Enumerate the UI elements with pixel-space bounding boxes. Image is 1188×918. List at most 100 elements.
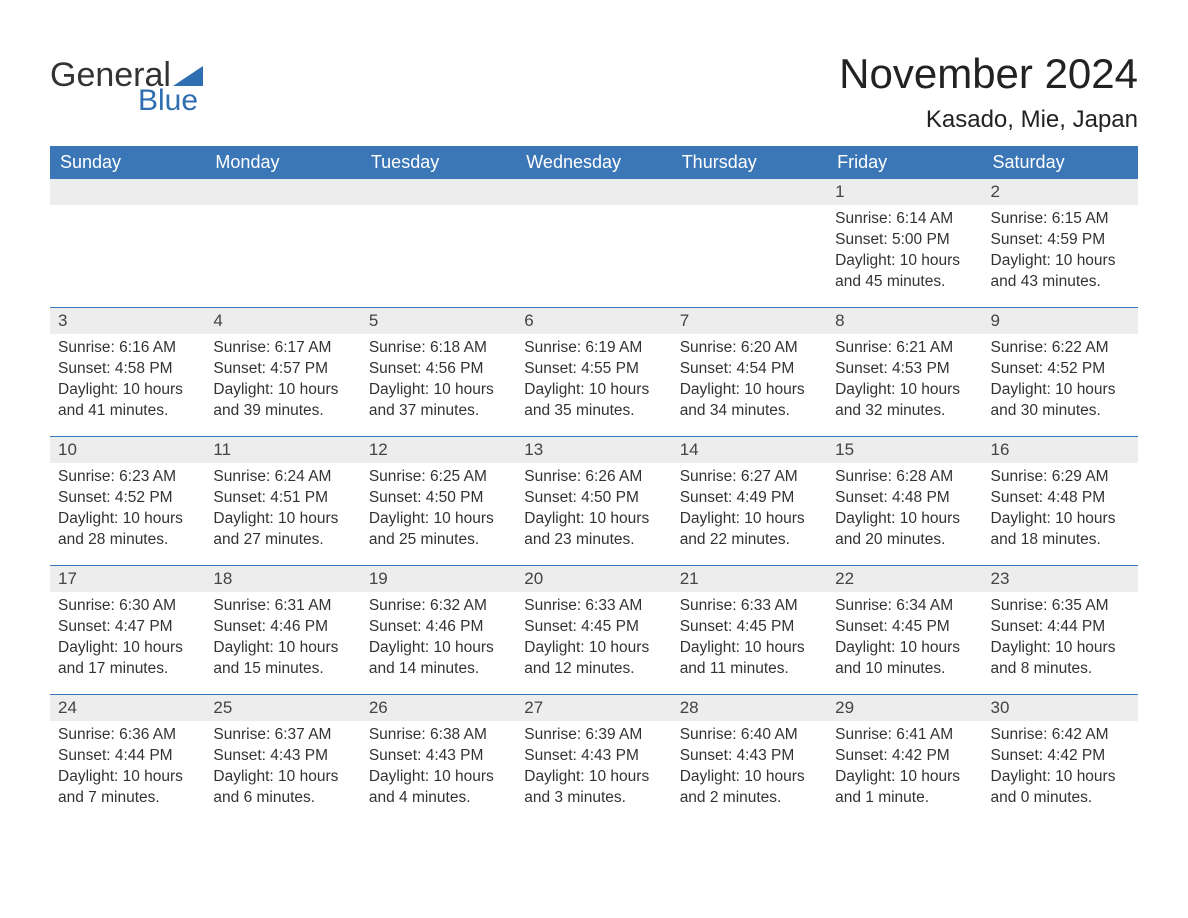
sunset-text: Sunset: 4:46 PM (369, 617, 508, 638)
daylight2-text: and 3 minutes. (524, 788, 663, 809)
sunset-text: Sunset: 4:50 PM (369, 488, 508, 509)
daylight2-text: and 1 minute. (835, 788, 974, 809)
day-number: 17 (50, 566, 205, 592)
sunset-text: Sunset: 4:44 PM (58, 746, 197, 767)
daylight2-text: and 8 minutes. (991, 659, 1130, 680)
daylight2-text: and 32 minutes. (835, 401, 974, 422)
day-number: 26 (361, 695, 516, 721)
calendar-cell: 29Sunrise: 6:41 AMSunset: 4:42 PMDayligh… (827, 695, 982, 823)
sunset-text: Sunset: 4:57 PM (213, 359, 352, 380)
daylight1-text: Daylight: 10 hours (213, 638, 352, 659)
daylight1-text: Daylight: 10 hours (680, 767, 819, 788)
daylight2-text: and 28 minutes. (58, 530, 197, 551)
logo: General Blue (50, 50, 203, 118)
daylight1-text: Daylight: 10 hours (369, 638, 508, 659)
daylight1-text: Daylight: 10 hours (991, 251, 1130, 272)
cell-body: Sunrise: 6:40 AMSunset: 4:43 PMDaylight:… (672, 721, 827, 817)
daylight2-text: and 22 minutes. (680, 530, 819, 551)
sunrise-text: Sunrise: 6:29 AM (991, 467, 1130, 488)
cell-body: Sunrise: 6:32 AMSunset: 4:46 PMDaylight:… (361, 592, 516, 688)
day-number: 9 (983, 308, 1138, 334)
calendar-cell: 22Sunrise: 6:34 AMSunset: 4:45 PMDayligh… (827, 566, 982, 694)
sunset-text: Sunset: 4:45 PM (524, 617, 663, 638)
sunset-text: Sunset: 4:43 PM (369, 746, 508, 767)
daylight2-text: and 14 minutes. (369, 659, 508, 680)
day-number: 10 (50, 437, 205, 463)
calendar-cell: 21Sunrise: 6:33 AMSunset: 4:45 PMDayligh… (672, 566, 827, 694)
calendar-cell: 27 Sunrise: 6:39 AMSunset: 4:43 PMDayligh… (516, 695, 671, 823)
sunrise-text: Sunrise: 6:19 AM (524, 338, 663, 359)
sunset-text: Sunset: 4:48 PM (991, 488, 1130, 509)
daylight2-text: and 41 minutes. (58, 401, 197, 422)
month-title: November 2024 (839, 50, 1138, 98)
daylight1-text: Daylight: 10 hours (680, 509, 819, 530)
day-number: 4 (205, 308, 360, 334)
day-number: 29 (827, 695, 982, 721)
sunset-text: Sunset: 4:42 PM (991, 746, 1130, 767)
cell-body: Sunrise: 6:36 AMSunset: 4:44 PMDaylight:… (50, 721, 205, 817)
sunrise-text: Sunrise: 6:39 AM (524, 725, 663, 746)
sunrise-text: Sunrise: 6:17 AM (213, 338, 352, 359)
daylight1-text: Daylight: 10 hours (213, 380, 352, 401)
location: Kasado, Mie, Japan (839, 106, 1138, 134)
calendar-cell-empty (516, 179, 671, 307)
sunset-text: Sunset: 4:53 PM (835, 359, 974, 380)
sunset-text: Sunset: 4:46 PM (213, 617, 352, 638)
daylight2-text: and 20 minutes. (835, 530, 974, 551)
sunset-text: Sunset: 4:52 PM (58, 488, 197, 509)
day-number (516, 179, 671, 205)
daylight2-text: and 34 minutes. (680, 401, 819, 422)
calendar-cell: 19Sunrise: 6:32 AMSunset: 4:46 PMDayligh… (361, 566, 516, 694)
daylight2-text: and 7 minutes. (58, 788, 197, 809)
title-block: November 2024 Kasado, Mie, Japan (839, 50, 1138, 134)
day-number (50, 179, 205, 205)
daylight2-text: and 27 minutes. (213, 530, 352, 551)
sunset-text: Sunset: 4:43 PM (524, 746, 663, 767)
cell-body: Sunrise: 6:33 AMSunset: 4:45 PMDaylight:… (516, 592, 671, 688)
day-number: 27 (516, 695, 671, 721)
day-number: 8 (827, 308, 982, 334)
cell-body: Sunrise: 6:19 AMSunset: 4:55 PMDaylight:… (516, 334, 671, 430)
daylight1-text: Daylight: 10 hours (58, 509, 197, 530)
sunset-text: Sunset: 4:55 PM (524, 359, 663, 380)
day-number: 2 (983, 179, 1138, 205)
sunset-text: Sunset: 4:42 PM (835, 746, 974, 767)
cell-body: Sunrise: 6:35 AMSunset: 4:44 PMDaylight:… (983, 592, 1138, 688)
daylight2-text: and 23 minutes. (524, 530, 663, 551)
daylight1-text: Daylight: 10 hours (369, 509, 508, 530)
sunrise-text: Sunrise: 6:36 AM (58, 725, 197, 746)
logo-text-blue: Blue (138, 84, 198, 118)
cell-body: Sunrise: 6:30 AMSunset: 4:47 PMDaylight:… (50, 592, 205, 688)
sunrise-text: Sunrise: 6:22 AM (991, 338, 1130, 359)
sunrise-text: Sunrise: 6:31 AM (213, 596, 352, 617)
daylight1-text: Daylight: 10 hours (213, 767, 352, 788)
cell-body: Sunrise: 6:29 AMSunset: 4:48 PMDaylight:… (983, 463, 1138, 559)
daylight2-text: and 11 minutes. (680, 659, 819, 680)
daylight1-text: Daylight: 10 hours (680, 638, 819, 659)
sunrise-text: Sunrise: 6:34 AM (835, 596, 974, 617)
daylight1-text: Daylight: 10 hours (835, 638, 974, 659)
day-number: 21 (672, 566, 827, 592)
cell-body: Sunrise: 6:41 AMSunset: 4:42 PMDaylight:… (827, 721, 982, 817)
day-header-cell: Sunday (50, 146, 205, 179)
daylight2-text: and 35 minutes. (524, 401, 663, 422)
day-header-cell: Friday (827, 146, 982, 179)
calendar-week: 1Sunrise: 6:14 AMSunset: 5:00 PMDaylight… (50, 179, 1138, 307)
sunrise-text: Sunrise: 6:16 AM (58, 338, 197, 359)
sunrise-text: Sunrise: 6:25 AM (369, 467, 508, 488)
day-number: 3 (50, 308, 205, 334)
day-number: 23 (983, 566, 1138, 592)
daylight1-text: Daylight: 10 hours (58, 638, 197, 659)
calendar-cell: 7Sunrise: 6:20 AMSunset: 4:54 PMDaylight… (672, 308, 827, 436)
daylight2-text: and 39 minutes. (213, 401, 352, 422)
cell-body: Sunrise: 6:17 AMSunset: 4:57 PMDaylight:… (205, 334, 360, 430)
calendar-cell: 28Sunrise: 6:40 AMSunset: 4:43 PMDayligh… (672, 695, 827, 823)
daylight1-text: Daylight: 10 hours (524, 767, 663, 788)
daylight1-text: Daylight: 10 hours (369, 767, 508, 788)
sunrise-text: Sunrise: 6:20 AM (680, 338, 819, 359)
day-header-cell: Tuesday (361, 146, 516, 179)
calendar: SundayMondayTuesdayWednesdayThursdayFrid… (50, 146, 1138, 823)
calendar-week: 24Sunrise: 6:36 AMSunset: 4:44 PMDayligh… (50, 694, 1138, 823)
sunrise-text: Sunrise: 6:30 AM (58, 596, 197, 617)
cell-body: Sunrise: 6:23 AMSunset: 4:52 PMDaylight:… (50, 463, 205, 559)
